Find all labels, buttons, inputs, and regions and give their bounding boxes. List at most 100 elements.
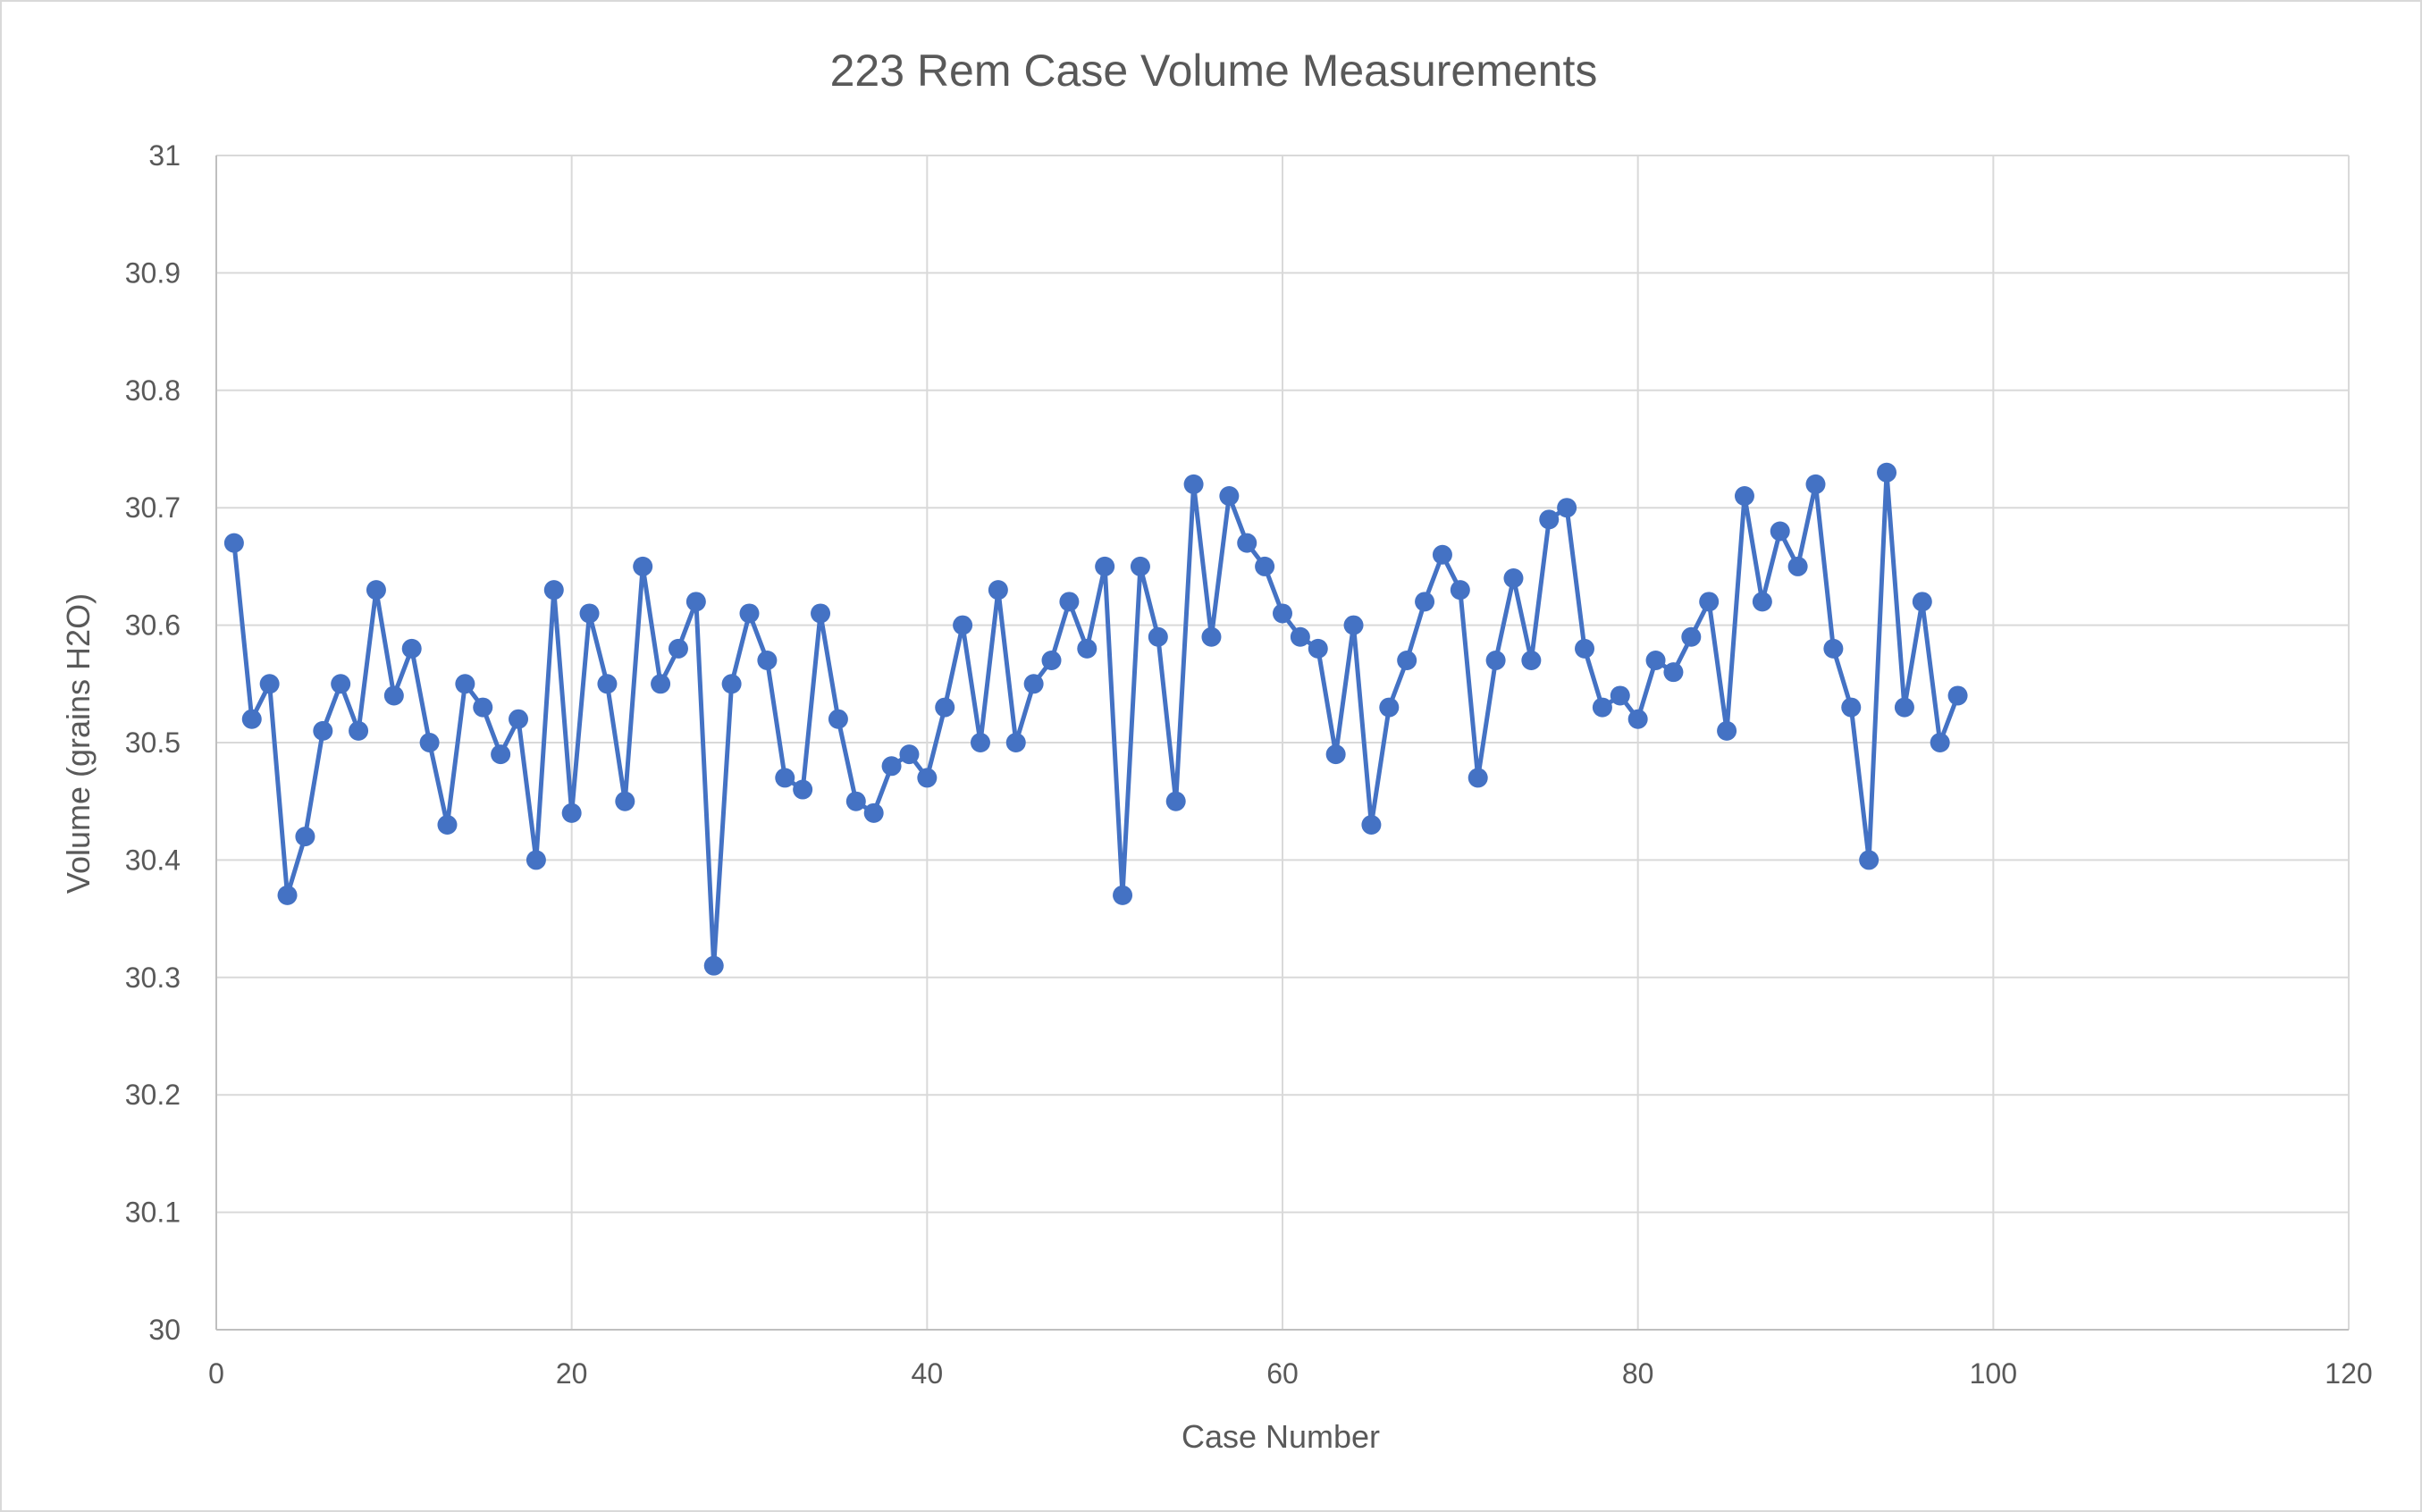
data-point — [597, 674, 618, 694]
data-point — [1237, 533, 1257, 553]
y-tick-label: 30.3 — [125, 962, 181, 994]
data-point — [1325, 744, 1346, 765]
x-tick-label: 0 — [208, 1357, 224, 1390]
tick-labels: 30 30.1 30.2 30.3 30.4 30.5 30.6 30.7 30.8 30.9 31… — [125, 139, 2373, 1390]
data-point — [455, 674, 475, 694]
data-point — [331, 674, 351, 694]
data-point — [1734, 486, 1754, 507]
data-point — [419, 733, 440, 752]
data-point — [1397, 651, 1417, 671]
x-tick-label: 120 — [2325, 1357, 2372, 1390]
data-point — [1059, 592, 1080, 612]
data-point — [383, 685, 404, 706]
data-point — [1645, 651, 1666, 671]
data-point — [1539, 509, 1560, 530]
y-tick-label: 30.8 — [125, 374, 181, 407]
data-point — [721, 674, 742, 694]
data-point — [473, 697, 493, 718]
y-tick-label: 30.5 — [125, 727, 181, 759]
data-point — [935, 697, 955, 718]
data-point — [1148, 626, 1168, 647]
data-point — [543, 580, 564, 601]
y-tick-label: 30.9 — [125, 256, 181, 289]
data-point — [1912, 592, 1932, 612]
data-point — [1095, 556, 1115, 576]
x-tick-label: 40 — [912, 1357, 944, 1390]
y-tick-label: 30.6 — [125, 609, 181, 642]
data-point — [1787, 556, 1808, 576]
data-point — [1485, 651, 1506, 671]
data-point — [1023, 674, 1044, 694]
data-point — [437, 814, 458, 835]
data-point — [1273, 603, 1292, 624]
data-point — [1255, 556, 1275, 576]
data-point — [241, 709, 262, 729]
data-point — [863, 802, 884, 823]
data-point — [1805, 474, 1826, 494]
data-point — [1415, 592, 1435, 612]
data-point — [1930, 733, 1950, 752]
data-series — [223, 462, 1968, 976]
data-point — [1521, 651, 1542, 671]
data-point — [1770, 521, 1790, 542]
data-point — [988, 580, 1008, 601]
data-point — [526, 850, 546, 870]
data-point — [845, 791, 866, 811]
data-point — [349, 720, 369, 741]
data-point — [1877, 462, 1897, 483]
data-point — [881, 756, 902, 777]
data-point — [1699, 592, 1720, 612]
data-point — [1379, 697, 1400, 718]
data-point — [1859, 850, 1880, 870]
data-point — [1557, 498, 1577, 518]
x-tick-label: 80 — [1622, 1357, 1654, 1390]
data-point — [1610, 685, 1630, 706]
data-point — [899, 744, 920, 765]
data-point — [509, 709, 529, 729]
data-point — [1077, 638, 1097, 659]
data-point — [491, 744, 511, 765]
y-tick-label: 30.4 — [125, 844, 181, 876]
data-point — [1467, 768, 1488, 788]
data-point — [1575, 638, 1595, 659]
data-point — [561, 802, 582, 823]
data-point — [1823, 638, 1844, 659]
data-point — [1308, 638, 1328, 659]
data-point — [1113, 885, 1133, 905]
data-point — [1717, 720, 1737, 741]
data-point — [953, 615, 973, 635]
x-axis-title: Case Number — [1182, 1418, 1380, 1455]
x-tick-label: 60 — [1266, 1357, 1299, 1390]
x-tick-label: 20 — [556, 1357, 588, 1390]
data-point — [366, 580, 386, 601]
data-point — [703, 955, 724, 976]
data-point — [1005, 733, 1026, 752]
data-point — [811, 603, 831, 624]
data-point — [1343, 615, 1364, 635]
data-point — [757, 651, 778, 671]
data-point — [1432, 544, 1452, 565]
y-tick-label: 30.7 — [125, 491, 181, 524]
x-tick-label: 100 — [1970, 1357, 2017, 1390]
y-axis-title: Volume (grains H2O) — [60, 593, 97, 894]
data-point — [1219, 486, 1240, 507]
data-point — [1165, 791, 1186, 811]
data-point — [633, 556, 653, 576]
data-point — [970, 733, 990, 752]
data-point — [793, 779, 813, 800]
data-point — [651, 674, 671, 694]
data-point — [223, 533, 244, 553]
data-point — [828, 709, 848, 729]
y-tick-label: 30 — [148, 1314, 181, 1346]
data-point — [1752, 592, 1772, 612]
y-tick-label: 30.1 — [125, 1197, 181, 1229]
gridlines — [215, 155, 2350, 1331]
data-point — [313, 720, 333, 741]
data-point — [295, 827, 315, 847]
y-tick-label: 31 — [148, 139, 181, 172]
data-point — [1592, 697, 1612, 718]
chart-title: 223 Rem Case Volume Measurements — [830, 46, 1598, 96]
data-point — [917, 768, 938, 788]
